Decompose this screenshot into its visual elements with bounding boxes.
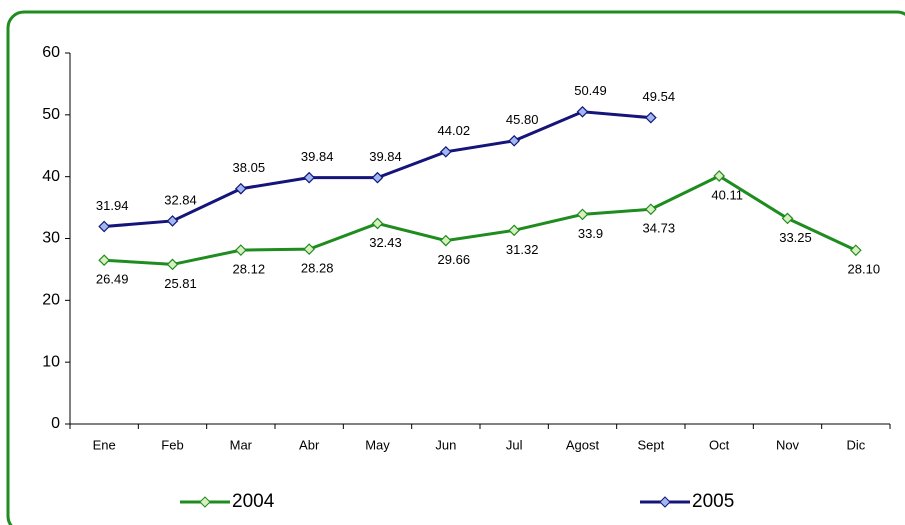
marker	[371, 217, 384, 230]
data-label: 26.49	[96, 272, 129, 287]
marker	[166, 215, 179, 227]
marker	[713, 170, 726, 182]
x-tick-label: Nov	[776, 437, 800, 452]
marker	[439, 234, 452, 247]
data-label: 44.02	[438, 123, 471, 138]
data-label: 32.43	[369, 235, 402, 250]
marker	[371, 171, 384, 184]
data-label: 49.54	[643, 89, 676, 104]
legend-label: 2004	[232, 491, 275, 512]
line-series	[104, 174, 857, 266]
data-label: 28.12	[233, 262, 266, 277]
marker	[849, 244, 862, 257]
data-label: 31.94	[96, 198, 129, 213]
x-tick-label: Oct	[709, 437, 730, 452]
marker	[644, 111, 657, 124]
marker	[234, 182, 247, 195]
marker	[576, 105, 589, 118]
x-tick-label: Sept	[637, 437, 664, 452]
marker	[303, 171, 316, 184]
marker	[98, 254, 111, 267]
x-tick-label: Agost	[566, 437, 600, 452]
marker	[781, 212, 794, 225]
y-tick-label: 10	[42, 353, 60, 370]
x-tick-label: Abr	[299, 437, 320, 452]
y-tick-label: 30	[42, 230, 60, 247]
data-label: 32.84	[164, 192, 197, 207]
data-label: 25.81	[164, 276, 197, 291]
marker	[166, 258, 179, 271]
marker	[576, 208, 589, 221]
marker	[508, 134, 521, 147]
y-tick-label: 20	[42, 292, 60, 309]
marker	[508, 224, 521, 237]
data-label: 39.84	[301, 149, 334, 164]
marker	[644, 203, 657, 216]
data-label: 38.05	[233, 160, 266, 175]
data-label: 40.11	[711, 187, 743, 202]
data-label: 33.25	[779, 230, 812, 245]
data-label: 34.73	[643, 221, 676, 236]
x-tick-label: Dic	[846, 437, 865, 452]
data-label: 28.28	[301, 261, 334, 276]
data-label: 39.84	[369, 149, 402, 164]
x-tick-label: Mar	[230, 437, 253, 452]
x-tick-label: Feb	[161, 437, 183, 452]
legend-marker	[659, 496, 671, 508]
marker	[303, 243, 316, 255]
y-tick-label: 50	[42, 106, 60, 123]
y-tick-label: 0	[51, 415, 60, 432]
legend-marker	[199, 496, 211, 508]
data-label: 28.10	[848, 262, 881, 277]
x-tick-label: May	[365, 437, 390, 452]
data-label: 50.49	[574, 83, 607, 98]
x-tick-label: Jul	[506, 437, 523, 452]
y-tick-label: 40	[42, 168, 60, 185]
data-label: 33.9	[578, 226, 603, 241]
x-tick-label: Jun	[435, 437, 456, 452]
x-tick-label: Ene	[93, 437, 116, 452]
data-label: 31.32	[506, 242, 539, 257]
marker	[439, 145, 452, 158]
y-tick-label: 60	[42, 44, 60, 61]
marker	[98, 220, 111, 233]
data-label: 45.80	[506, 112, 539, 127]
chart-frame	[6, 10, 905, 525]
legend-label: 2005	[692, 491, 734, 512]
marker	[234, 244, 247, 256]
data-label: 29.66	[438, 252, 471, 267]
